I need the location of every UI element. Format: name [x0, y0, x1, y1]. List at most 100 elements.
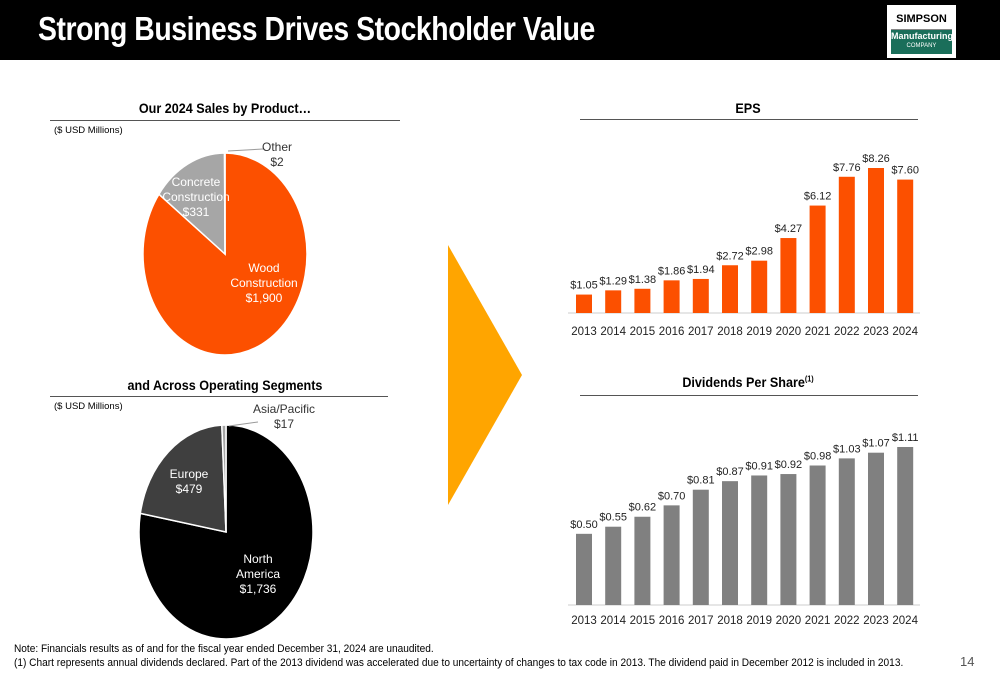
eps-bar-2020: [780, 238, 797, 313]
eps-tick-label-2021: 2021: [805, 326, 831, 338]
eps-title: EPS: [735, 100, 761, 116]
segments-unit-label: ($ USD Millions): [54, 401, 123, 412]
eps-value-label-2016: $1.86: [658, 265, 686, 277]
pie-leader-line-other: [227, 148, 264, 152]
sales-title-rule: [50, 120, 400, 121]
dividends-title-text: Dividends Per Share: [682, 374, 805, 390]
eps-tick-label-2022: 2022: [834, 326, 860, 338]
dividends-bar-2017: [692, 489, 709, 605]
pie-label-concrete-construction: Concrete Construction $331: [162, 175, 229, 219]
dividends-tick-label-2022: 2022: [834, 615, 860, 627]
pie-label-north-america: North America $1,736: [236, 552, 280, 596]
dividends-title-rule: [580, 395, 918, 396]
eps-bar-2019: [751, 260, 768, 313]
footnote-note: Note: Financials results as of and for t…: [14, 643, 434, 655]
header-bar: Strong Business Drives Stockholder Value…: [0, 0, 1000, 60]
dividends-value-label-2017: $0.81: [687, 475, 715, 487]
segments-title: and Across Operating Segments: [127, 377, 323, 393]
dividends-value-label-2020: $0.92: [775, 459, 803, 471]
segment-pie-chart: North America $1,736 Europe $479 Asia/Pacific…: [138, 402, 315, 640]
dividends-bar-2019: [751, 475, 768, 605]
eps-tick-label-2013: 2013: [571, 326, 597, 338]
segments-title-rule: [50, 396, 388, 397]
dividends-bar-2022: [838, 458, 855, 605]
eps-title-rule: [580, 119, 918, 120]
eps-bar-2018: [722, 265, 738, 313]
eps-bar-2016: [663, 280, 680, 313]
dividends-bar-2024: [897, 447, 914, 605]
eps-bar-2013: [576, 294, 592, 313]
eps-tick-label-2015: 2015: [630, 326, 656, 338]
eps-value-label-2017: $1.94: [687, 264, 715, 276]
dividends-bar-2020: [780, 474, 797, 605]
eps-bar-2015: [634, 288, 651, 313]
dividends-bar-chart: $0.50 2013 $0.55 2014 $0.62 2015 $0.70 2016 $0.8…: [568, 432, 920, 627]
eps-tick-label-2019: 2019: [746, 326, 772, 338]
dividends-bar-2023: [868, 452, 884, 605]
dividends-tick-label-2023: 2023: [863, 615, 889, 627]
dividends-title-footnote-marker: (1): [804, 374, 814, 384]
eps-bar-chart: $1.05 2013 $1.29 2014 $1.38 2015 $1.86 2016 $1.9…: [568, 153, 920, 338]
dividends-value-label-2022: $1.03: [833, 443, 861, 455]
dividends-tick-label-2024: 2024: [892, 615, 918, 627]
eps-bar-2017: [692, 278, 709, 313]
dividends-value-label-2019: $0.91: [745, 460, 773, 472]
dividends-tick-label-2019: 2019: [746, 615, 772, 627]
eps-tick-label-2020: 2020: [776, 326, 802, 338]
logo-text-company: COMPANY: [906, 43, 937, 49]
transition-arrow: [448, 245, 522, 505]
logo-text-manufacturing-line: Manufacturing: [891, 31, 953, 41]
eps-value-label-2014: $1.29: [599, 275, 627, 287]
dividends-value-label-2024: $1.11: [892, 432, 919, 444]
footnote-1: (1) Chart represents annual dividends de…: [14, 657, 904, 669]
dividends-bar-2018: [722, 481, 738, 605]
dividends-value-label-2021: $0.98: [804, 451, 832, 463]
pie-leader-line-asia-pacific: [228, 421, 259, 427]
dividends-bar-2015: [634, 516, 651, 605]
logo-text-simpson: SIMPSON: [891, 9, 952, 30]
dividends-value-label-2015: $0.62: [629, 502, 657, 514]
eps-tick-label-2023: 2023: [863, 326, 889, 338]
dividends-tick-label-2020: 2020: [776, 615, 802, 627]
pie-label-wood-construction: Wood Construction $1,900: [230, 261, 297, 305]
dividends-bar-2013: [576, 533, 592, 605]
eps-value-label-2021: $6.12: [804, 191, 832, 203]
eps-tick-label-2016: 2016: [659, 326, 685, 338]
eps-tick-label-2018: 2018: [717, 326, 743, 338]
sales-by-product-title: Our 2024 Sales by Product…: [138, 100, 312, 116]
pie-label-other: Other $2: [262, 140, 292, 169]
eps-value-label-2018: $2.72: [716, 250, 744, 262]
dividends-bar-2021: [809, 465, 826, 605]
pie-slice-europe: [139, 424, 227, 533]
dividends-tick-label-2018: 2018: [717, 615, 743, 627]
dividends-bar-2014: [605, 526, 622, 605]
dividends-value-label-2014: $0.55: [599, 512, 627, 524]
page-title: Strong Business Drives Stockholder Value: [38, 10, 595, 47]
dividends-tick-label-2017: 2017: [688, 615, 714, 627]
dividends-tick-label-2021: 2021: [805, 615, 831, 627]
dividends-tick-label-2014: 2014: [600, 615, 626, 627]
page-number: 14: [960, 654, 975, 669]
dividends-tick-label-2013: 2013: [571, 615, 597, 627]
eps-tick-label-2024: 2024: [892, 326, 918, 338]
pie-label-asia-pacific: Asia/Pacific $17: [253, 402, 315, 431]
eps-value-label-2023: $8.26: [862, 153, 890, 165]
eps-bar-2023: [868, 168, 884, 313]
eps-value-label-2022: $7.76: [833, 162, 861, 174]
eps-value-label-2015: $1.38: [629, 274, 657, 286]
eps-bar-2024: [897, 179, 914, 313]
eps-value-label-2024: $7.60: [891, 165, 919, 177]
eps-value-label-2020: $4.27: [775, 223, 803, 235]
pie-slice-north-america: [138, 424, 314, 640]
eps-bar-2014: [605, 290, 622, 313]
sales-unit-label: ($ USD Millions): [54, 125, 123, 136]
pie-label-europe: Europe $479: [170, 467, 209, 496]
eps-value-label-2019: $2.98: [745, 246, 773, 258]
eps-bar-2021: [809, 205, 826, 313]
simpson-logo: SIMPSON Manufacturing COMPANY: [887, 5, 956, 58]
eps-tick-label-2017: 2017: [688, 326, 714, 338]
dividends-value-label-2023: $1.07: [862, 438, 890, 450]
dividends-value-label-2016: $0.70: [658, 490, 686, 502]
